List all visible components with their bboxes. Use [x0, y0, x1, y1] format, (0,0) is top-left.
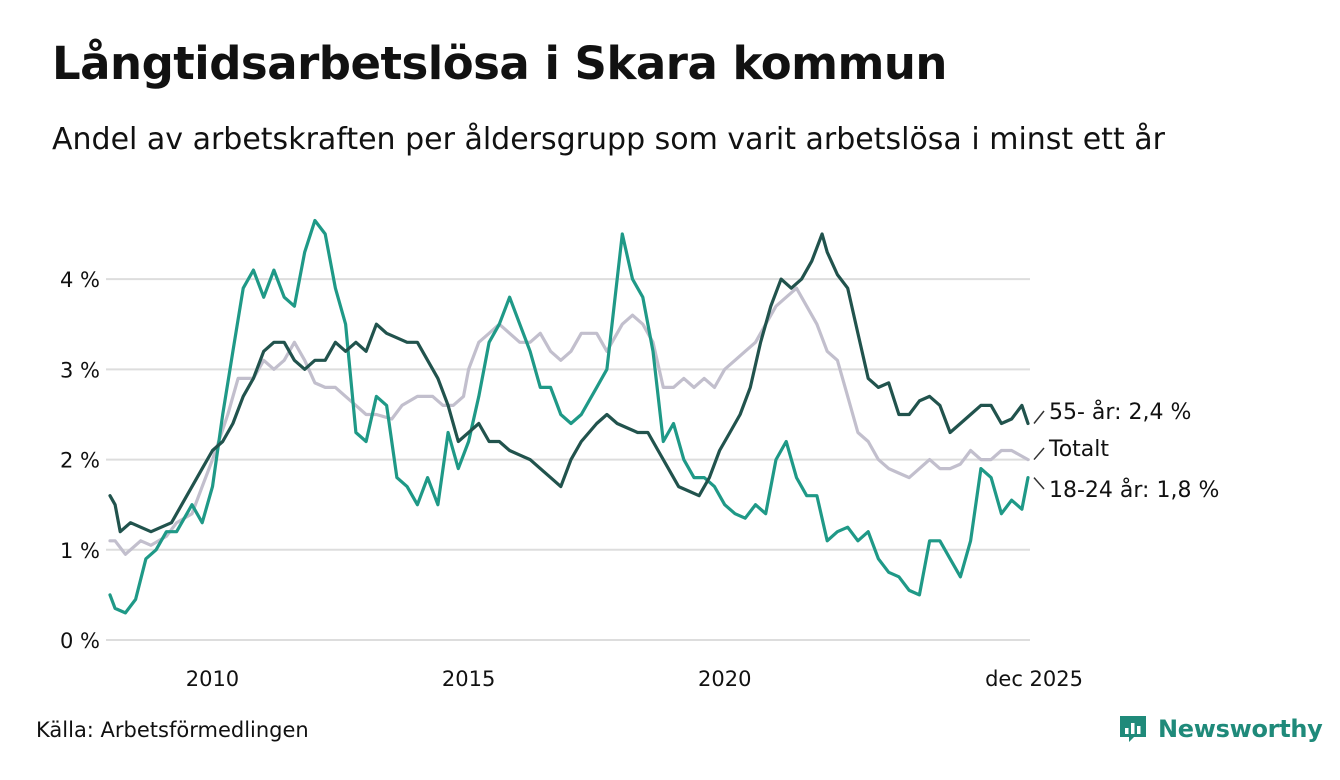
- label-leader-age55: [1033, 410, 1045, 424]
- series-line-age55: [108, 232, 1030, 534]
- y-tick-label: 2 %: [60, 449, 100, 473]
- end-label-age55: 55- år: 2,4 %: [1049, 399, 1191, 425]
- chart-subtitle: Andel av arbetskraften per åldersgrupp s…: [52, 122, 1165, 157]
- series-line-age18_24: [108, 218, 1030, 615]
- end-label-age18_24: 18-24 år: 1,8 %: [1049, 477, 1219, 503]
- chart-title: Långtidsarbetslösa i Skara kommun: [52, 37, 947, 90]
- y-tick-label: 3 %: [60, 358, 100, 382]
- brand-name: Newsworthy: [1158, 715, 1323, 743]
- y-tick-label: 1 %: [60, 539, 100, 563]
- grid: [106, 278, 1030, 641]
- end-label-total: Totalt: [1048, 437, 1109, 462]
- end-labels: Totalt 18-24 år: 1,8 % 55- år: 2,4 %: [1033, 399, 1219, 503]
- axes: 0 % 1 % 2 % 3 % 4 % 2010 2015 2020 dec 2025: [60, 268, 1083, 691]
- newsworthy-logo-icon: [1120, 716, 1146, 742]
- series-lines: [108, 218, 1030, 615]
- y-tick-label: 0 %: [60, 629, 100, 653]
- source-note: Källa: Arbetsförmedlingen: [36, 718, 309, 742]
- y-tick-label: 4 %: [60, 268, 100, 292]
- series-line-total: [108, 286, 1030, 556]
- x-tick-label: 2010: [186, 667, 239, 691]
- x-tick-label: 2020: [698, 667, 751, 691]
- label-leader-total: [1033, 447, 1045, 461]
- x-tick-label: 2015: [442, 667, 495, 691]
- x-tick-label: dec 2025: [985, 667, 1083, 691]
- brand: Newsworthy: [1118, 714, 1323, 744]
- label-leader-age18_24: [1033, 477, 1045, 490]
